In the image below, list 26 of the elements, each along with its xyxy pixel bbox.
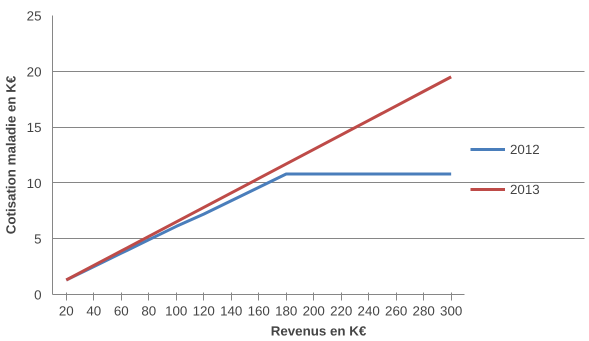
x-tick-label: 260 (385, 304, 408, 318)
y-tick-label: 25 (26, 8, 42, 24)
x-tick-label: 160 (248, 304, 270, 318)
x-tick-label: 60 (114, 304, 129, 318)
x-tick-label: 40 (86, 304, 102, 318)
x-tick-label: 100 (165, 304, 188, 318)
x-axis-title: Revenus en K€ (270, 324, 367, 338)
y-tick-label: 15 (26, 120, 42, 136)
legend-label: 2012 (510, 142, 540, 156)
y-tick-label: 5 (34, 232, 42, 247)
x-tick-label: 280 (412, 304, 435, 318)
x-tick-label: 120 (192, 304, 215, 318)
x-tick-label: 20 (58, 304, 74, 318)
y-tick-label: 0 (34, 288, 42, 302)
y-axis-title: Cotisation maladie en K€ (4, 75, 19, 234)
x-tick-label: 300 (440, 304, 462, 318)
x-tick-label: 220 (330, 304, 352, 318)
line-series (64, 75, 453, 282)
legend-label: 2013 (510, 182, 540, 196)
x-tick-label: 80 (141, 304, 156, 318)
x-tick-label: 200 (302, 304, 325, 318)
y-tick-label: 10 (26, 176, 42, 191)
x-tick-label: 180 (275, 304, 298, 318)
x-tick-label: 140 (220, 304, 242, 318)
y-tick-label: 20 (26, 64, 42, 80)
x-tick-label: 240 (358, 304, 380, 318)
